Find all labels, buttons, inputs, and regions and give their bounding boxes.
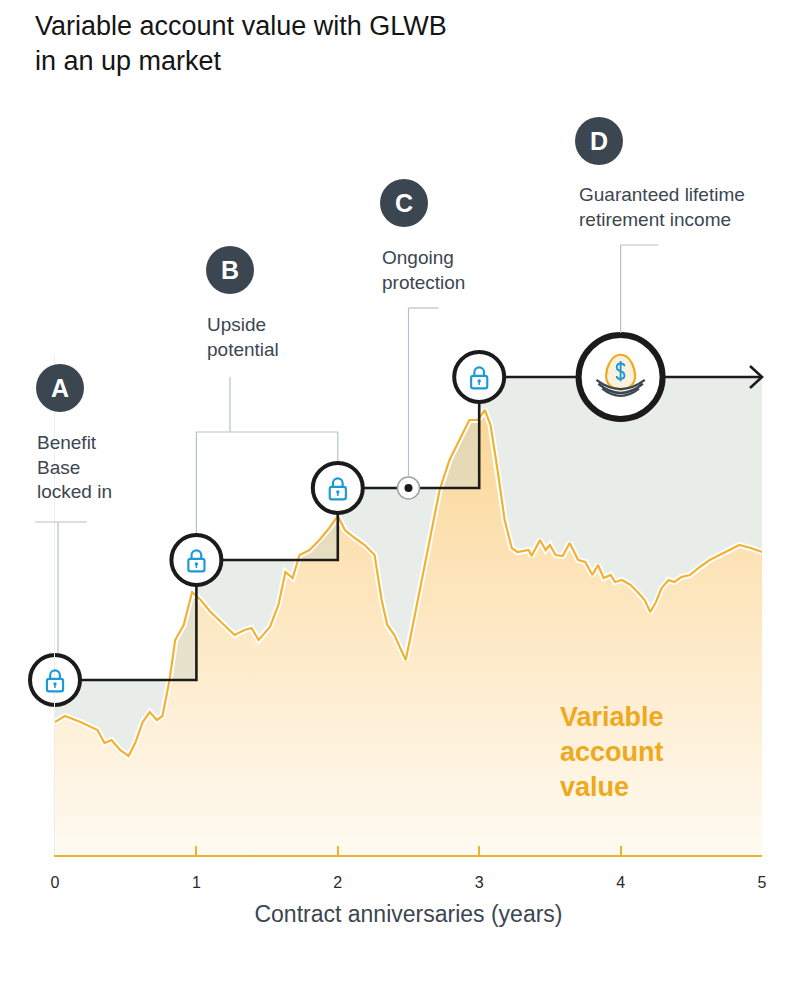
- svg-text:3: 3: [475, 874, 484, 891]
- svg-text:Upsidepotential: Upsidepotential: [207, 314, 279, 360]
- svg-text:1: 1: [192, 874, 201, 891]
- svg-text:0: 0: [51, 874, 60, 891]
- svg-text:Variable account value with GL: Variable account value with GLWBin an up…: [35, 11, 447, 76]
- svg-text:Ongoingprotection: Ongoingprotection: [382, 247, 465, 293]
- svg-text:Contract anniversaries (years): Contract anniversaries (years): [254, 901, 562, 927]
- svg-text:D: D: [590, 127, 608, 155]
- svg-text:2: 2: [333, 874, 342, 891]
- svg-text:C: C: [395, 189, 413, 217]
- svg-text:BenefitBaselocked in: BenefitBaselocked in: [37, 432, 112, 502]
- svg-text:B: B: [221, 256, 239, 284]
- svg-text:4: 4: [616, 874, 625, 891]
- svg-text:5: 5: [758, 874, 767, 891]
- svg-text:Guaranteed lifetimeretirement: Guaranteed lifetimeretirement income: [579, 184, 745, 230]
- svg-text:A: A: [51, 374, 69, 402]
- svg-text:Variableaccountvalue: Variableaccountvalue: [560, 702, 664, 802]
